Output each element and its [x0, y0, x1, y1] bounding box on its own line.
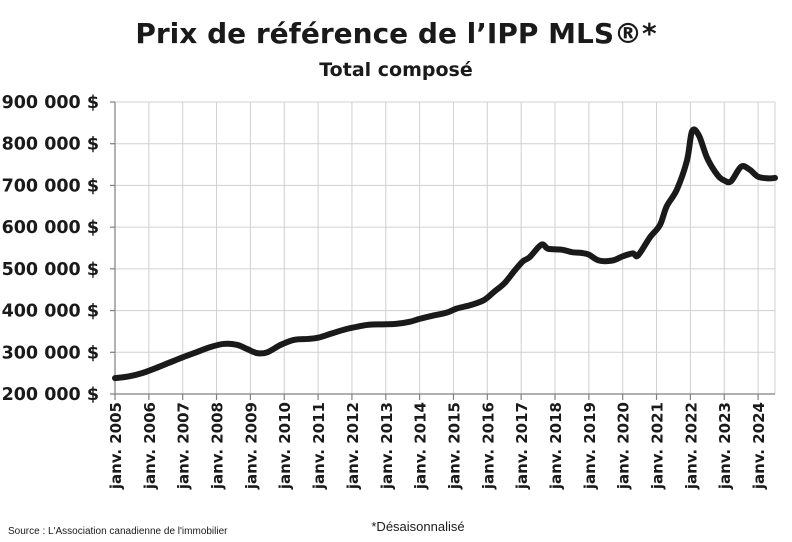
- x-tick-label: janv. 2007: [175, 402, 193, 490]
- chart-subtitle: Total composé: [319, 59, 472, 81]
- y-tick-label: 800 000 $: [2, 135, 99, 155]
- x-tick-label: janv. 2016: [479, 402, 497, 490]
- x-tick-label: janv. 2010: [276, 402, 294, 490]
- y-tick-label: 500 000 $: [2, 260, 99, 280]
- y-tick-label: 600 000 $: [2, 218, 99, 238]
- source-note: Source : L'Association canadienne de l'i…: [8, 526, 228, 537]
- x-tick-label: janv. 2013: [378, 402, 396, 490]
- x-tick-label: janv. 2015: [445, 402, 463, 490]
- x-tick-label: janv. 2022: [682, 402, 700, 490]
- x-tick-label: janv. 2009: [242, 402, 260, 490]
- x-tick-label: janv. 2018: [547, 402, 565, 490]
- series-line-0: [112, 126, 778, 382]
- x-tick-label: janv. 2017: [513, 402, 531, 490]
- y-tick-label: 200 000 $: [2, 385, 99, 405]
- x-tick-label: janv. 2014: [412, 402, 430, 490]
- y-tick-label: 700 000 $: [2, 176, 99, 196]
- x-tick-label: janv. 2012: [344, 402, 362, 490]
- x-tick-label: janv. 2019: [581, 402, 599, 490]
- x-tick-label: janv. 2020: [615, 402, 633, 490]
- x-axis-ticks: janv. 2005 janv. 2006 janv. 2007 janv. 2008…: [107, 394, 768, 490]
- y-axis-ticks: 200 000 $ 300 000 $ 400 000 $ 500 000 $ 600 …: [2, 93, 115, 405]
- x-tick-label: janv. 2021: [649, 402, 667, 490]
- x-tick-label: janv. 2008: [209, 402, 227, 490]
- series-group: [112, 126, 778, 382]
- x-tick-label: janv. 2006: [141, 402, 159, 490]
- y-tick-label: 400 000 $: [2, 302, 99, 322]
- y-tick-label: 300 000 $: [2, 343, 99, 363]
- x-tick-label: janv. 2023: [716, 402, 734, 490]
- footnote: *Désaisonnalisé: [371, 519, 464, 534]
- x-tick-label: janv. 2011: [310, 402, 328, 490]
- x-tick-label: janv. 2005: [107, 402, 125, 490]
- gridlines: [114, 101, 776, 395]
- x-tick-label: janv. 2024: [750, 402, 768, 490]
- chart-title: Prix de référence de l’IPP MLS®*: [135, 17, 657, 50]
- y-tick-label: 900 000 $: [2, 93, 99, 113]
